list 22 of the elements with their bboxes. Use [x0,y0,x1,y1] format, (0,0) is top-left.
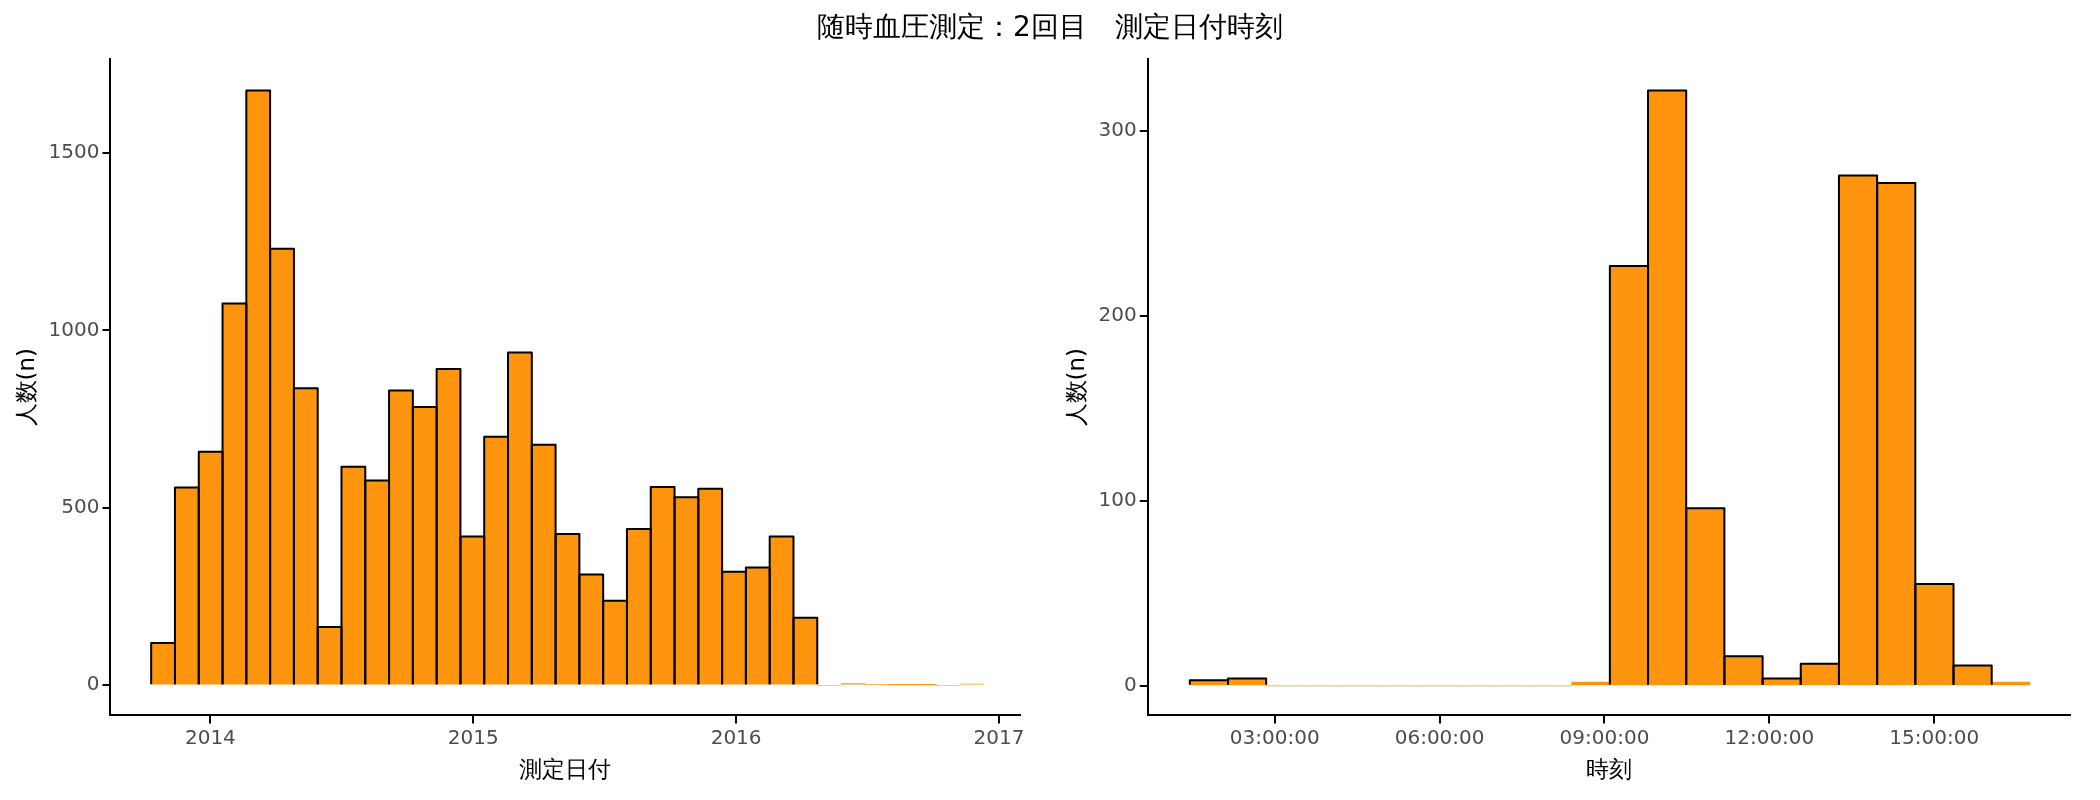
y-tick-label: 1000 [48,316,100,341]
x-tick-label: 2015 [447,724,499,749]
x-tick-label: 03:00:00 [1229,724,1320,749]
x-tick-label: 2016 [710,724,762,749]
x-tick-label: 15:00:00 [1889,724,1980,749]
x-tick-label: 2014 [184,724,236,749]
x-tick-label: 09:00:00 [1559,724,1650,749]
y-tick-label: 0 [86,671,100,696]
y-axis-title: 人数(n) [12,347,39,427]
x-axis-title: 時刻 [1585,756,1632,783]
y-tick-label: 200 [1098,302,1137,327]
y-axis-title: 人数(n) [1062,347,1089,427]
x-tick-label: 12:00:00 [1724,724,1815,749]
y-tick-label: 100 [1098,487,1137,512]
x-axis-title: 測定日付 [519,756,612,783]
chart-title: 随時血圧測定：2回目 測定日付時刻 [816,9,1284,45]
x-tick-label: 2017 [973,724,1025,749]
y-tick-label: 500 [61,494,100,519]
y-tick-label: 0 [1124,672,1137,697]
y-tick-label: 1500 [48,139,100,164]
y-tick-label: 300 [1098,117,1137,142]
x-tick-label: 06:00:00 [1394,724,1485,749]
